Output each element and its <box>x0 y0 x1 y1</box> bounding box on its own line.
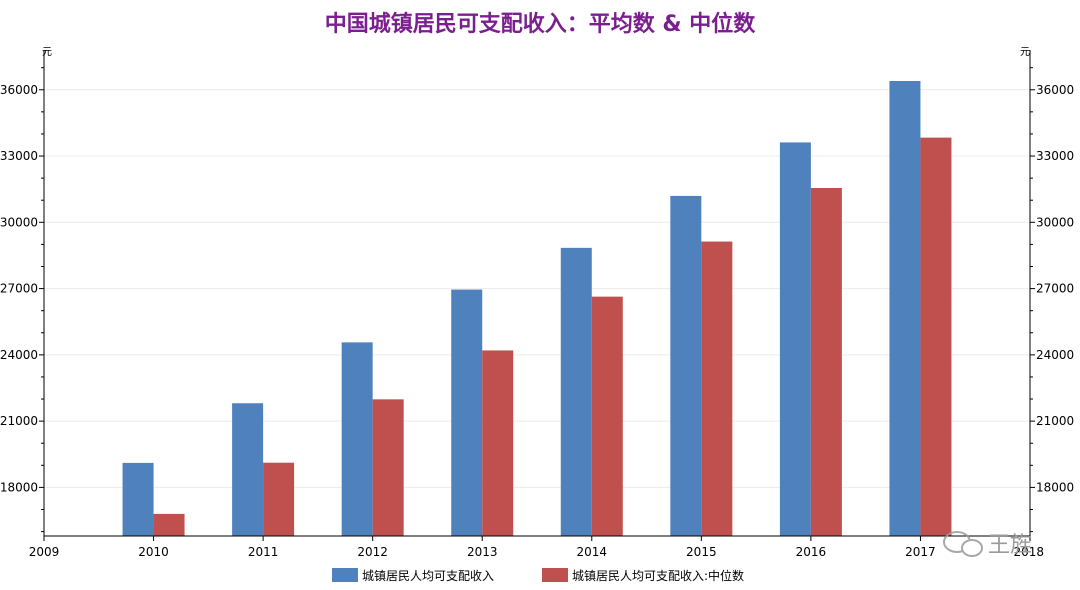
bar-mean-2013 <box>451 289 483 536</box>
legend: 城镇居民人均可支配收入 城镇居民人均可支配收入:中位数 <box>332 568 744 583</box>
y-tick-label-right: 24000 <box>1036 348 1074 362</box>
bar-mean-2012 <box>341 342 373 536</box>
legend-swatch-1 <box>542 568 568 582</box>
bar-median-2013 <box>482 350 514 536</box>
y-tick-label-right: 18000 <box>1036 480 1074 494</box>
axes: 18000 18000 21000 21000 24000 24000 27000 27000… <box>0 47 1074 559</box>
legend-label-1: 城镇居民人均可支配收入:中位数 <box>572 568 744 583</box>
bar-median-2015 <box>701 241 733 536</box>
y-tick-label-right: 27000 <box>1036 282 1074 296</box>
bar-mean-2010 <box>122 462 154 536</box>
x-tick-label: 2016 <box>796 545 827 559</box>
legend-label-0: 城镇居民人均可支配收入 <box>362 569 494 583</box>
bar-mean-2016 <box>779 142 811 537</box>
bar-median-2017 <box>920 137 952 536</box>
bar-median-2014 <box>591 296 623 536</box>
y-tick-label-right: 33000 <box>1036 149 1074 163</box>
y-tick-label-left: 18000 <box>0 480 38 494</box>
gridlines <box>44 89 1030 488</box>
y-tick-label-left: 21000 <box>0 414 38 428</box>
y-tick-label-left: 27000 <box>0 282 38 296</box>
watermark-text: 王旌 <box>988 533 1032 558</box>
bars <box>122 81 952 537</box>
x-tick-label: 2015 <box>686 545 717 559</box>
x-tick-label: 2011 <box>248 545 279 559</box>
y-tick-label-left: 30000 <box>0 215 38 229</box>
bar-median-2010 <box>153 513 185 536</box>
bar-mean-2015 <box>670 195 702 536</box>
chart-title: 中国城镇居民可支配收入：平均数 & 中位数 <box>324 12 756 37</box>
x-tick-label: 2018 <box>1013 545 1044 559</box>
x-tick-label: 2009 <box>29 545 60 559</box>
y-unit-right: 元 <box>1020 47 1030 58</box>
x-tick-label: 2012 <box>357 545 388 559</box>
bar-median-2012 <box>372 399 404 536</box>
x-tick-label: 2010 <box>138 545 169 559</box>
wechat-icon <box>943 531 983 557</box>
bar-mean-2014 <box>560 247 592 536</box>
x-tick-label: 2013 <box>467 545 498 559</box>
y-tick-label-left: 36000 <box>0 83 38 97</box>
bar-mean-2017 <box>889 81 921 537</box>
x-tick-label: 2017 <box>905 545 936 559</box>
wechat-bubble-small <box>961 539 983 557</box>
legend-swatch-0 <box>332 568 358 582</box>
x-tick-label: 2014 <box>577 545 608 559</box>
y-tick-label-left: 24000 <box>0 348 38 362</box>
y-tick-label-left: 33000 <box>0 149 38 163</box>
y-tick-label-right: 21000 <box>1036 414 1074 428</box>
watermark: 王旌 <box>943 531 1032 558</box>
y-tick-label-right: 30000 <box>1036 215 1074 229</box>
y-tick-label-right: 36000 <box>1036 83 1074 97</box>
y-unit-left: 元 <box>42 47 52 58</box>
bar-median-2011 <box>263 462 295 536</box>
bar-median-2016 <box>810 187 842 537</box>
bar-mean-2011 <box>232 403 264 536</box>
